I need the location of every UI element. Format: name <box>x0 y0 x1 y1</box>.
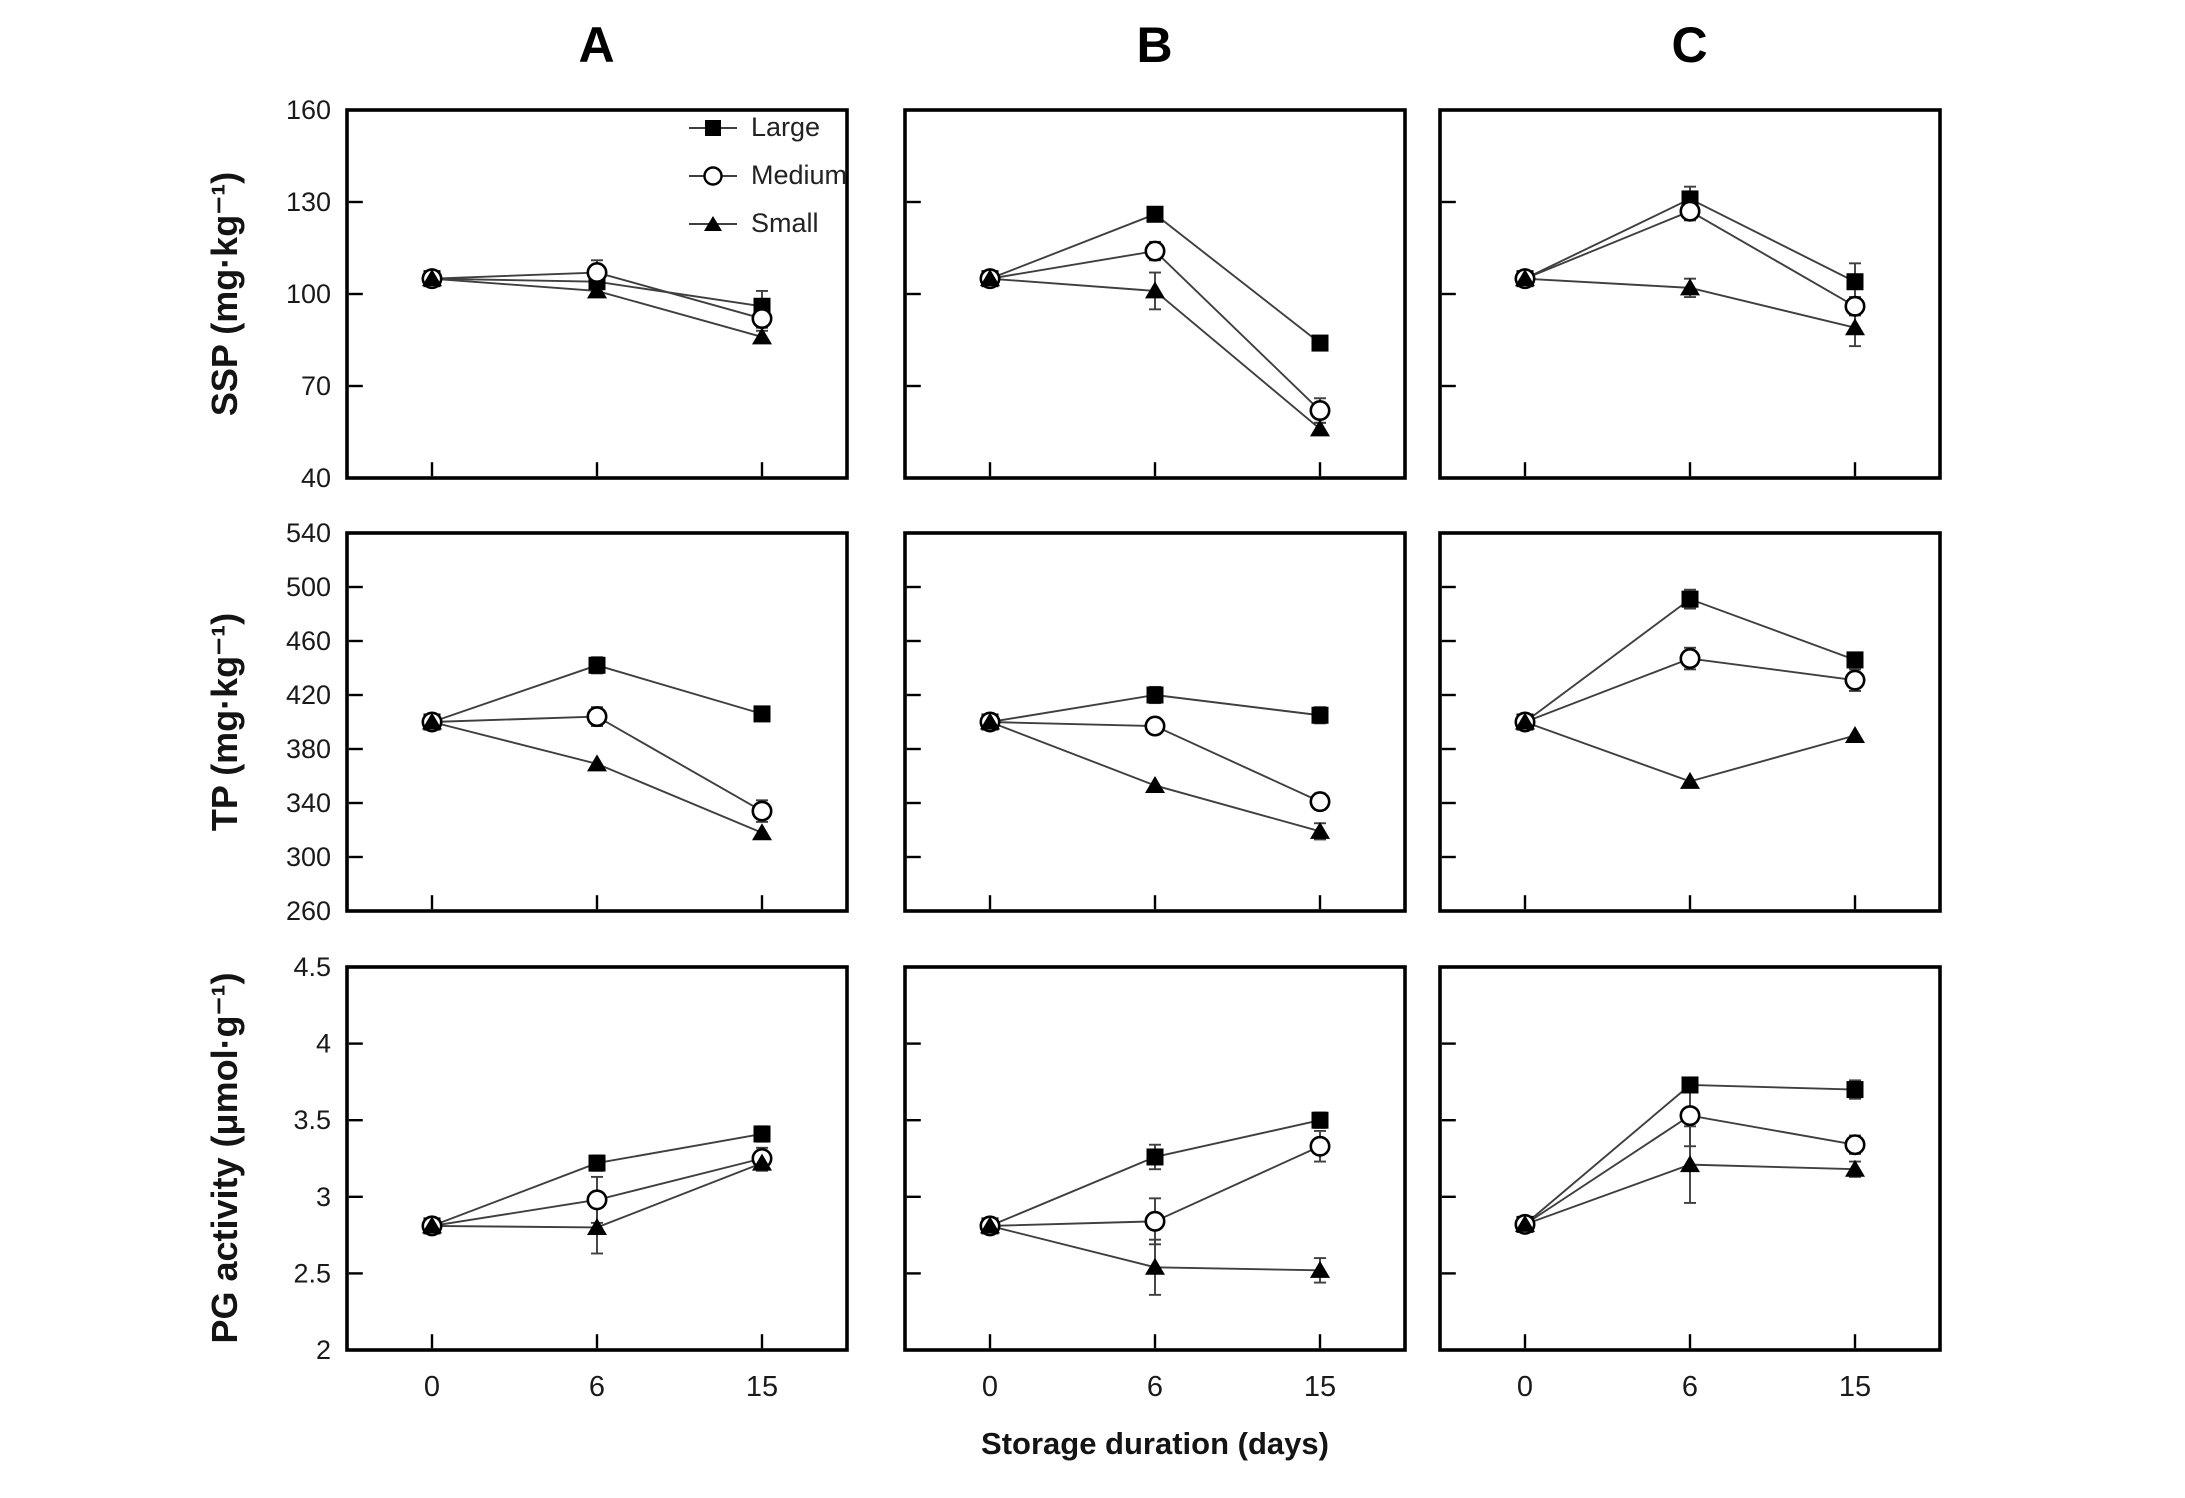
svg-text:380: 380 <box>286 734 331 764</box>
legend-item-large: Large <box>688 112 847 143</box>
svg-text:4: 4 <box>316 1029 331 1059</box>
column-title-b: B <box>1136 17 1174 73</box>
column-title-a: A <box>578 17 616 73</box>
legend-label-large: Large <box>751 112 821 142</box>
panel-c-ssp <box>1438 108 1942 480</box>
filled-square-icon <box>689 119 737 136</box>
legend-label-small: Small <box>751 208 819 238</box>
svg-text:3: 3 <box>316 1182 331 1212</box>
panel-b-pg-activity: 0 6 15 <box>903 965 1407 1403</box>
svg-text:300: 300 <box>286 842 331 872</box>
legend-item-small: Small <box>688 208 847 239</box>
svg-text:3.5: 3.5 <box>293 1105 331 1135</box>
svg-text:160: 160 <box>286 95 331 125</box>
svg-text:4.5: 4.5 <box>293 952 331 982</box>
svg-text:100: 100 <box>286 279 331 309</box>
open-circle-icon <box>689 165 737 186</box>
panel-a-pg-activity: 4.5 4 3.5 3 2.5 2 0 6 15 <box>293 952 849 1403</box>
svg-text:420: 420 <box>286 680 331 710</box>
svg-text:15: 15 <box>746 1371 778 1403</box>
svg-text:460: 460 <box>286 626 331 656</box>
legend-item-medium: Medium <box>688 160 847 191</box>
svg-text:15: 15 <box>1839 1371 1871 1403</box>
panel-c-tp <box>1438 531 1942 913</box>
legend-label-medium: Medium <box>751 160 848 190</box>
svg-text:6: 6 <box>589 1371 605 1403</box>
svg-text:500: 500 <box>286 572 331 602</box>
svg-text:70: 70 <box>301 371 331 401</box>
svg-text:2.5: 2.5 <box>293 1258 331 1288</box>
svg-text:130: 130 <box>286 187 331 217</box>
panel-b-ssp <box>903 108 1407 480</box>
svg-text:15: 15 <box>1304 1371 1336 1403</box>
svg-text:0: 0 <box>424 1371 440 1403</box>
svg-text:6: 6 <box>1147 1371 1163 1403</box>
svg-text:2: 2 <box>316 1335 331 1365</box>
svg-text:0: 0 <box>1517 1371 1533 1403</box>
panel-a-ssp: 160 130 100 70 40 <box>286 95 849 493</box>
legend: Large Medium Small <box>688 112 847 239</box>
x-axis-title: Storage duration (days) <box>981 1426 1329 1461</box>
svg-text:540: 540 <box>286 518 331 548</box>
panel-c-pg-activity: 0 6 15 <box>1438 965 1942 1403</box>
svg-text:40: 40 <box>301 463 331 493</box>
svg-text:340: 340 <box>286 788 331 818</box>
svg-text:0: 0 <box>982 1371 998 1403</box>
column-title-c: C <box>1671 17 1709 73</box>
panel-b-tp <box>903 531 1407 913</box>
filled-triangle-icon <box>689 215 737 231</box>
panel-a-tp: 540 500 460 420 380 340 300 260 <box>286 518 849 926</box>
svg-text:6: 6 <box>1682 1371 1698 1403</box>
svg-text:260: 260 <box>286 896 331 926</box>
